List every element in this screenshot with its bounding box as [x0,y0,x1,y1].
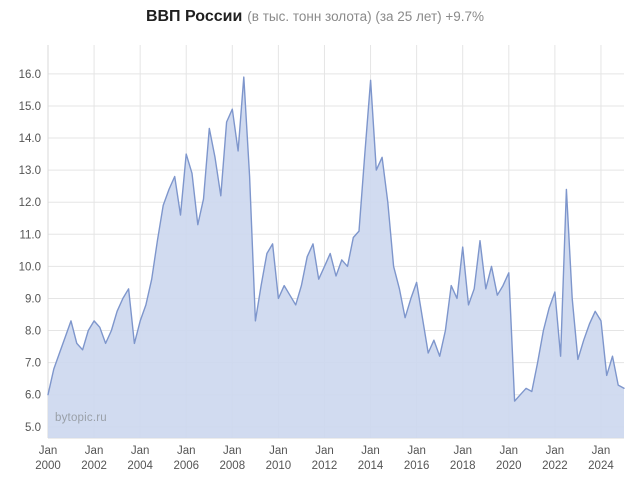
svg-text:11.0: 11.0 [19,229,41,241]
watermark-text: bytopic.ru [55,412,107,424]
svg-text:7.0: 7.0 [25,358,41,370]
svg-text:Jan: Jan [223,445,242,457]
svg-text:14.0: 14.0 [19,133,41,145]
svg-text:Jan: Jan [500,445,519,457]
svg-text:12.0: 12.0 [19,197,41,209]
svg-text:Jan: Jan [453,445,472,457]
svg-text:9.0: 9.0 [25,293,41,305]
svg-text:Jan: Jan [407,445,426,457]
svg-text:Jan: Jan [39,445,58,457]
svg-text:2020: 2020 [496,460,522,472]
svg-text:2022: 2022 [542,460,568,472]
svg-text:2008: 2008 [220,460,246,472]
svg-text:2006: 2006 [173,460,199,472]
svg-text:Jan: Jan [592,445,611,457]
svg-text:Jan: Jan [315,445,334,457]
svg-text:15.0: 15.0 [19,101,41,113]
svg-text:2018: 2018 [450,460,476,472]
svg-text:16.0: 16.0 [19,69,41,81]
chart-subtitle: (в тыс. тонн золота) (за 25 лет) +9.7% [247,9,485,24]
svg-text:Jan: Jan [85,445,104,457]
svg-text:Jan: Jan [131,445,150,457]
chart-header: ВВП России (в тыс. тонн золота) (за 25 ле… [0,8,630,26]
svg-text:2014: 2014 [358,460,384,472]
svg-text:10.0: 10.0 [19,261,41,273]
svg-text:2012: 2012 [312,460,338,472]
svg-text:6.0: 6.0 [25,390,41,402]
chart-title: ВВП России [145,8,243,25]
svg-text:2002: 2002 [81,460,107,472]
svg-text:2004: 2004 [127,460,153,472]
svg-text:2010: 2010 [266,460,292,472]
svg-text:8.0: 8.0 [25,326,41,338]
svg-text:Jan: Jan [177,445,196,457]
svg-text:2016: 2016 [404,460,430,472]
svg-text:Jan: Jan [269,445,288,457]
svg-text:5.0: 5.0 [25,422,41,434]
svg-text:2024: 2024 [588,460,614,472]
svg-text:13.0: 13.0 [19,165,41,177]
svg-text:Jan: Jan [361,445,380,457]
svg-text:2000: 2000 [35,460,61,472]
svg-text:Jan: Jan [546,445,565,457]
